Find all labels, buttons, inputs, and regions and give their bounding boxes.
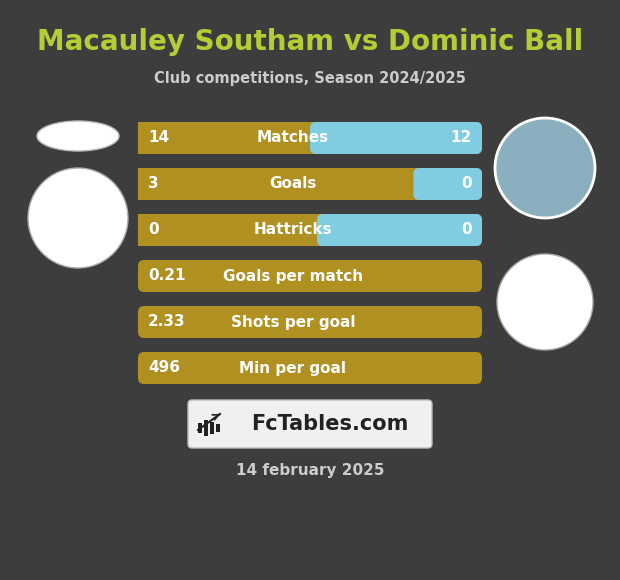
Text: 14 february 2025: 14 february 2025 — [236, 462, 384, 477]
FancyBboxPatch shape — [138, 122, 310, 154]
Text: 0: 0 — [461, 176, 472, 191]
Ellipse shape — [37, 121, 119, 151]
Bar — [198, 423, 202, 433]
Bar — [204, 420, 208, 436]
Bar — [210, 422, 214, 434]
FancyBboxPatch shape — [138, 214, 317, 246]
FancyBboxPatch shape — [310, 122, 482, 154]
Text: Shots per goal: Shots per goal — [231, 314, 355, 329]
Text: 496: 496 — [148, 361, 180, 375]
Text: 2.33: 2.33 — [148, 314, 185, 329]
Text: 3: 3 — [148, 176, 159, 191]
Text: Min per goal: Min per goal — [239, 361, 347, 375]
Text: 14: 14 — [148, 130, 169, 146]
Text: Hattricks: Hattricks — [254, 223, 332, 237]
FancyBboxPatch shape — [138, 122, 310, 154]
FancyBboxPatch shape — [138, 168, 482, 200]
FancyBboxPatch shape — [413, 168, 482, 200]
Circle shape — [495, 118, 595, 218]
Text: Goals: Goals — [269, 176, 316, 191]
FancyBboxPatch shape — [138, 306, 482, 338]
Text: FcTables.com: FcTables.com — [251, 414, 408, 434]
Text: Goals per match: Goals per match — [223, 269, 363, 284]
FancyBboxPatch shape — [317, 214, 482, 246]
Circle shape — [497, 254, 593, 350]
Text: 0.21: 0.21 — [148, 269, 185, 284]
Text: 12: 12 — [451, 130, 472, 146]
FancyBboxPatch shape — [138, 260, 482, 292]
FancyBboxPatch shape — [138, 122, 482, 154]
FancyBboxPatch shape — [138, 168, 413, 200]
FancyBboxPatch shape — [188, 400, 432, 448]
Text: 0: 0 — [461, 223, 472, 237]
FancyBboxPatch shape — [138, 214, 482, 246]
FancyBboxPatch shape — [138, 352, 482, 384]
Text: Macauley Southam vs Dominic Ball: Macauley Southam vs Dominic Ball — [37, 28, 583, 56]
Bar — [216, 424, 220, 432]
FancyBboxPatch shape — [138, 214, 317, 246]
Text: Matches: Matches — [257, 130, 329, 146]
Text: 0: 0 — [148, 223, 159, 237]
FancyBboxPatch shape — [138, 168, 413, 200]
Text: Club competitions, Season 2024/2025: Club competitions, Season 2024/2025 — [154, 71, 466, 85]
Circle shape — [28, 168, 128, 268]
